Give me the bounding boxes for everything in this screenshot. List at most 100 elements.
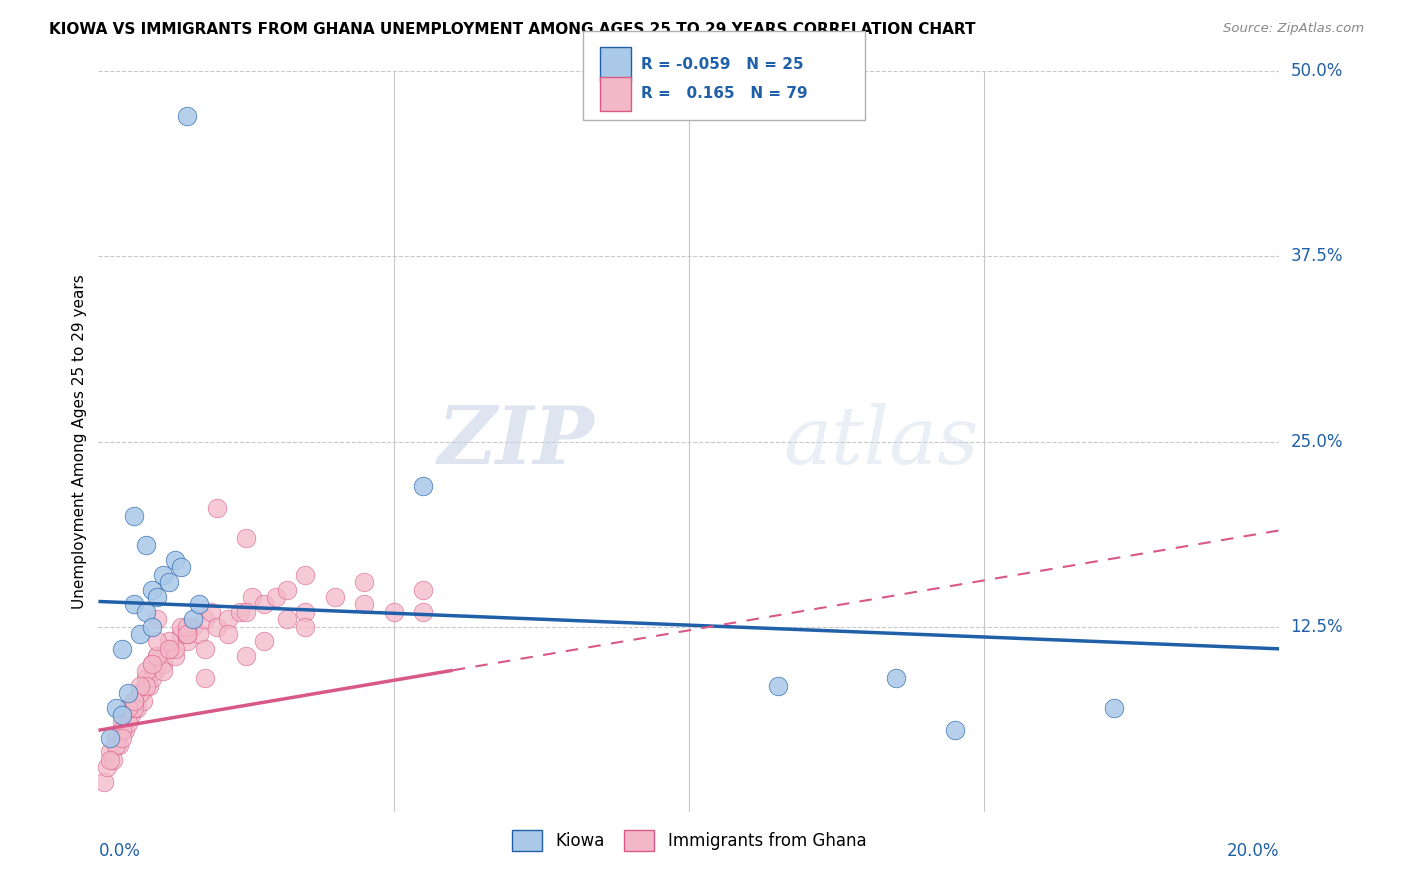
Point bbox=[412, 479, 434, 493]
Point bbox=[128, 627, 150, 641]
Point bbox=[122, 701, 145, 715]
Point bbox=[157, 641, 180, 656]
Point bbox=[194, 641, 217, 656]
Point bbox=[240, 590, 263, 604]
Point bbox=[187, 627, 209, 641]
Point bbox=[412, 605, 434, 619]
Point bbox=[323, 590, 346, 604]
Point bbox=[157, 575, 180, 590]
Point bbox=[98, 753, 121, 767]
Point bbox=[152, 567, 174, 582]
Point bbox=[93, 775, 115, 789]
Point bbox=[264, 590, 287, 604]
Point bbox=[294, 567, 316, 582]
Point bbox=[165, 553, 187, 567]
Point bbox=[294, 605, 316, 619]
Point bbox=[98, 731, 121, 745]
Point bbox=[111, 731, 134, 745]
Point bbox=[1102, 701, 1125, 715]
Point bbox=[141, 657, 163, 671]
Point bbox=[235, 649, 257, 664]
Point bbox=[194, 672, 217, 686]
Point bbox=[146, 634, 169, 648]
Text: 25.0%: 25.0% bbox=[1291, 433, 1343, 450]
Point bbox=[117, 686, 139, 700]
Text: 20.0%: 20.0% bbox=[1227, 842, 1279, 860]
Point bbox=[235, 605, 257, 619]
Point bbox=[117, 701, 139, 715]
Point bbox=[111, 708, 134, 723]
Y-axis label: Unemployment Among Ages 25 to 29 years: Unemployment Among Ages 25 to 29 years bbox=[72, 274, 87, 609]
Point bbox=[98, 746, 121, 760]
Text: Source: ZipAtlas.com: Source: ZipAtlas.com bbox=[1223, 22, 1364, 36]
Point bbox=[170, 560, 193, 574]
Text: atlas: atlas bbox=[783, 403, 979, 480]
Point bbox=[117, 701, 139, 715]
Point bbox=[105, 738, 128, 752]
Point bbox=[108, 738, 131, 752]
Point bbox=[122, 694, 145, 708]
Point bbox=[229, 605, 252, 619]
Point bbox=[152, 657, 174, 671]
Point bbox=[111, 641, 134, 656]
Text: 12.5%: 12.5% bbox=[1291, 617, 1343, 636]
Point bbox=[253, 598, 276, 612]
Legend: Kiowa, Immigrants from Ghana: Kiowa, Immigrants from Ghana bbox=[503, 822, 875, 859]
Point bbox=[176, 627, 198, 641]
Point bbox=[135, 679, 157, 693]
Point bbox=[135, 672, 157, 686]
Text: 0.0%: 0.0% bbox=[98, 842, 141, 860]
Point bbox=[353, 598, 375, 612]
Point bbox=[181, 612, 204, 626]
Point bbox=[105, 701, 128, 715]
Point bbox=[141, 619, 163, 633]
Point bbox=[120, 708, 142, 723]
Text: KIOWA VS IMMIGRANTS FROM GHANA UNEMPLOYMENT AMONG AGES 25 TO 29 YEARS CORRELATIO: KIOWA VS IMMIGRANTS FROM GHANA UNEMPLOYM… bbox=[49, 22, 976, 37]
Point bbox=[152, 664, 174, 678]
Point bbox=[128, 686, 150, 700]
Point bbox=[382, 605, 405, 619]
Point bbox=[200, 605, 222, 619]
Text: ZIP: ZIP bbox=[437, 403, 595, 480]
Point bbox=[766, 679, 789, 693]
Point bbox=[276, 612, 298, 626]
Point bbox=[194, 612, 217, 626]
Point bbox=[170, 619, 193, 633]
Point bbox=[217, 627, 239, 641]
Point bbox=[176, 619, 198, 633]
Point bbox=[114, 723, 136, 738]
Text: R = -0.059   N = 25: R = -0.059 N = 25 bbox=[641, 57, 804, 71]
Point bbox=[105, 731, 128, 745]
Point bbox=[146, 590, 169, 604]
Point bbox=[943, 723, 966, 738]
Point bbox=[294, 619, 316, 633]
Text: 50.0%: 50.0% bbox=[1291, 62, 1343, 80]
Point bbox=[122, 694, 145, 708]
Point bbox=[181, 619, 204, 633]
Point bbox=[176, 634, 198, 648]
Point bbox=[143, 664, 166, 678]
Point bbox=[353, 575, 375, 590]
Point bbox=[128, 686, 150, 700]
Point bbox=[122, 508, 145, 523]
Point bbox=[138, 679, 160, 693]
Point bbox=[146, 649, 169, 664]
Point bbox=[205, 619, 228, 633]
Point bbox=[122, 598, 145, 612]
Point bbox=[111, 715, 134, 730]
Point bbox=[412, 582, 434, 597]
Point bbox=[141, 657, 163, 671]
Point bbox=[176, 627, 198, 641]
Point bbox=[253, 634, 276, 648]
Point bbox=[187, 598, 209, 612]
Point bbox=[884, 672, 907, 686]
Point bbox=[205, 501, 228, 516]
Point bbox=[117, 715, 139, 730]
Point bbox=[146, 649, 169, 664]
Point bbox=[96, 760, 118, 774]
Point bbox=[135, 538, 157, 552]
Point bbox=[157, 641, 180, 656]
Point bbox=[135, 664, 157, 678]
Point bbox=[165, 649, 187, 664]
Text: R =   0.165   N = 79: R = 0.165 N = 79 bbox=[641, 87, 808, 102]
